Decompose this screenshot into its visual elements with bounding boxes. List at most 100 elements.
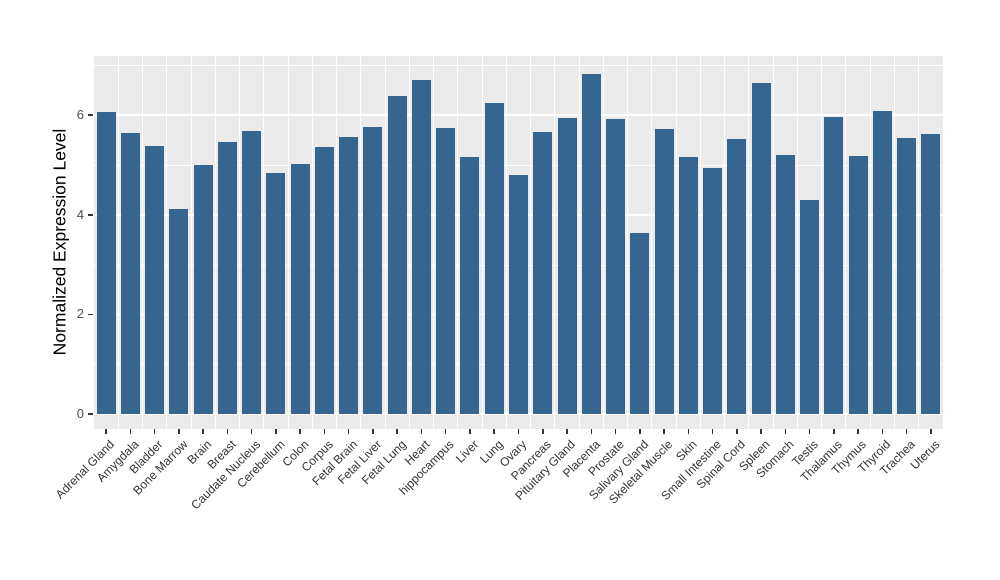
bar-bladder [145,146,165,414]
gridline-vertical [724,56,726,429]
x-tick-mark [590,429,593,434]
bar-pancreas [533,131,553,414]
bar-pituitary-gland [557,118,577,414]
bar-thymus [848,156,868,414]
x-tick-label: Liver [452,437,482,466]
x-tick-mark [687,429,690,434]
gridline-vertical [190,56,192,429]
y-tick-mark [88,214,93,216]
gridline-vertical [505,56,507,429]
gridline-vertical [651,56,653,429]
bar-brain [193,165,213,414]
x-tick-mark [736,429,738,434]
gridline-vertical [845,56,847,429]
bar-heart [411,79,431,414]
gridline-vertical [117,56,119,429]
y-tick-label: 6 [76,107,84,123]
bar-caudate-nucleus [242,130,262,414]
bar-ovary [509,174,528,414]
gridline-vertical [796,56,798,429]
x-tick-mark [275,429,277,434]
gridline-vertical [627,56,629,429]
gridline-vertical [287,56,289,429]
bar-amygdala [120,132,140,414]
x-tick-mark [202,429,204,434]
gridline-vertical [263,56,265,429]
x-tick-mark [250,429,253,434]
bar-fetal-brain [339,136,359,414]
x-tick-mark [517,429,520,434]
bar-lung [484,102,504,414]
y-tick-label: 2 [76,306,84,322]
bar-stomach [775,154,795,414]
gridline-vertical [239,56,241,429]
gridline-vertical [869,56,871,429]
gridline-vertical [530,56,532,429]
gridline-minor-y5 [94,165,943,166]
gridline-minor-y7 [94,65,943,67]
bar-skin [678,156,698,414]
gridline-major-y6 [94,114,943,116]
bar-breast [217,142,237,414]
y-tick-label: 0 [76,406,84,421]
x-tick-mark [905,429,908,434]
gridline-vertical [433,56,435,429]
x-tick-mark [153,429,156,434]
x-tick-mark [396,429,398,434]
x-tick-mark [663,429,665,434]
gridline-vertical [893,56,895,429]
bar-trachea [897,138,917,414]
x-tick-mark [784,429,787,434]
gridline-major-y0 [94,413,943,415]
x-tick-mark [881,429,884,434]
x-tick-mark [639,429,641,434]
bar-cerebellum [266,173,286,414]
bar-uterus [921,134,941,414]
x-tick-mark [857,429,859,434]
x-tick-mark [614,429,617,434]
bar-small-intestine [703,167,723,414]
gridline-vertical [384,56,386,429]
gridline-vertical [336,56,338,429]
gridline-vertical [481,56,483,429]
bar-fetal-lung [387,95,407,414]
bar-thyroid [872,110,892,414]
bar-hippocampus [436,127,456,414]
bar-liver [460,156,480,414]
bar-adrenal-gland [96,112,116,414]
x-tick-mark [129,429,132,434]
x-tick-mark [542,429,544,434]
gridline-vertical [408,56,410,429]
x-tick-mark [226,429,229,434]
x-tick-mark [711,429,714,434]
gridline-vertical [675,56,677,429]
gridline-vertical [699,56,701,429]
gridline-vertical [772,56,774,429]
x-tick-mark [420,429,423,434]
bar-fetal-liver [363,126,383,414]
x-tick-mark [299,429,301,434]
gridline-vertical [748,56,750,429]
x-tick-mark [808,429,811,434]
bar-spinal-cord [727,139,747,414]
gridline-vertical [142,56,143,429]
gridline-vertical [578,56,580,429]
x-tick-mark [372,429,374,434]
gridline-vertical [360,56,362,429]
gridline-vertical [166,56,168,429]
x-tick-mark [347,429,350,434]
gridline-vertical [821,56,823,429]
bar-testis [800,199,820,414]
bar-thalamus [824,117,844,414]
bar-salivary-gland [630,232,650,414]
gridline-vertical [554,56,556,429]
x-tick-mark [105,429,107,434]
gridline-vertical [602,56,604,429]
y-tick-mark [88,114,93,116]
bar-colon [290,164,310,414]
x-tick-mark [444,429,447,434]
bar-corpus [314,147,334,414]
bar-prostate [606,119,626,414]
plot-panel [94,56,943,429]
